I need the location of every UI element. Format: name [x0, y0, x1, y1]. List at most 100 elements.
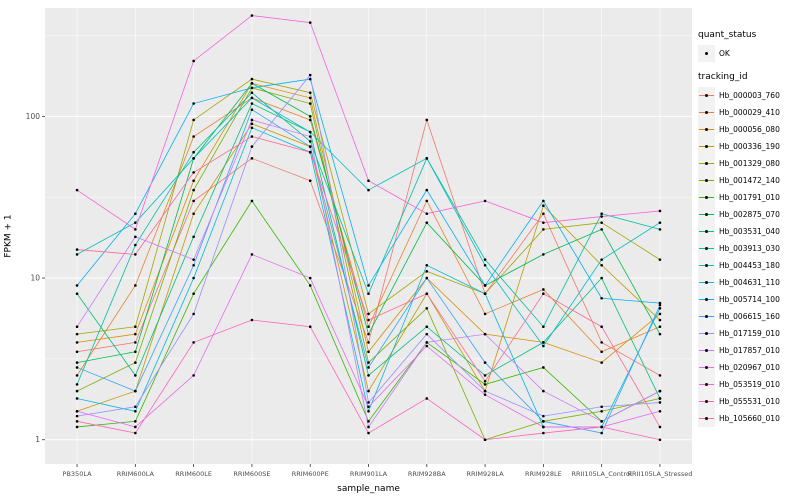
data-point — [308, 150, 312, 154]
legend-item-Hb_017857_010: Hb_017857_010 — [698, 342, 798, 359]
line-swatch-icon — [698, 206, 715, 223]
data-point — [308, 140, 312, 143]
data-point — [192, 263, 195, 267]
series-points — [75, 14, 662, 442]
line-swatch-icon — [698, 172, 715, 189]
data-point — [600, 263, 603, 267]
data-point — [250, 102, 254, 105]
line-swatch-icon — [698, 223, 715, 240]
data-point — [134, 325, 137, 329]
legend-label: Hb_017159_010 — [719, 329, 780, 338]
data-point — [134, 350, 137, 354]
data-point — [600, 296, 603, 300]
data-point — [250, 82, 254, 85]
data-point — [367, 179, 370, 182]
data-point — [425, 188, 429, 192]
data-point — [542, 292, 545, 296]
data-point — [75, 341, 79, 344]
legend-label: Hb_055531_010 — [719, 397, 780, 406]
data-point — [192, 212, 195, 215]
data-point — [542, 341, 545, 344]
data-point — [425, 212, 429, 215]
data-point — [134, 243, 137, 247]
legend-item-Hb_105660_010: Hb_105660_010 — [698, 410, 798, 427]
data-point — [250, 253, 254, 256]
line-swatch-icon — [698, 342, 715, 359]
data-point — [192, 341, 195, 344]
data-point — [542, 212, 545, 215]
data-point — [75, 420, 79, 423]
legend-key-dot — [705, 400, 708, 403]
data-point — [600, 425, 603, 429]
legend-label: Hb_017857_010 — [719, 346, 780, 355]
legend-item-Hb_006615_160: Hb_006615_160 — [698, 308, 798, 325]
line-swatch-icon — [698, 359, 715, 376]
data-point — [250, 318, 254, 322]
data-point — [75, 253, 79, 256]
data-point — [192, 157, 195, 160]
data-point — [483, 389, 487, 393]
line-swatch-icon — [698, 121, 715, 138]
data-point — [600, 215, 603, 218]
data-point — [600, 212, 603, 215]
legend-label: Hb_006615_160 — [719, 312, 780, 321]
data-point — [192, 374, 195, 377]
data-point — [483, 263, 487, 267]
data-point — [367, 405, 370, 409]
legend-key-dot — [705, 332, 708, 335]
data-point — [308, 73, 312, 77]
data-point — [134, 332, 137, 336]
data-point — [308, 135, 312, 138]
data-point — [658, 301, 662, 305]
data-point — [483, 374, 487, 377]
data-point — [192, 150, 195, 154]
data-point — [367, 188, 370, 192]
data-point — [134, 253, 137, 256]
data-point — [542, 344, 545, 348]
data-point — [250, 135, 254, 138]
legend-item-Hb_001329_080: Hb_001329_080 — [698, 155, 798, 172]
data-point — [658, 209, 662, 213]
data-point — [134, 431, 137, 435]
data-point — [600, 221, 603, 224]
x-tick-label: RRIM928BA — [408, 470, 446, 478]
data-point — [658, 303, 662, 307]
legend-key-dot — [705, 366, 708, 369]
data-point — [483, 361, 487, 364]
data-point — [542, 253, 545, 256]
legend-label: Hb_005714_100 — [719, 295, 780, 304]
legend-title-tracking-id: tracking_id — [698, 72, 748, 82]
legend-label: Hb_105660_010 — [719, 414, 780, 423]
data-point — [134, 341, 137, 344]
data-point — [658, 318, 662, 322]
legend-item-Hb_003913_030: Hb_003913_030 — [698, 240, 798, 257]
data-point — [483, 379, 487, 383]
y-tick-label: 1 — [35, 435, 40, 444]
data-point — [192, 135, 195, 138]
x-tick-label: RRIM901LA — [350, 470, 388, 478]
legend-key-dot — [705, 213, 708, 216]
x-tick-label: RRIM600LA — [117, 470, 155, 478]
data-point — [600, 228, 603, 231]
data-point — [75, 366, 79, 369]
data-point — [75, 361, 79, 364]
data-point — [250, 86, 254, 90]
data-point — [600, 431, 603, 435]
legend-item-Hb_017159_010: Hb_017159_010 — [698, 325, 798, 342]
legend-key-dot — [705, 145, 708, 148]
legend-key-dot — [705, 162, 708, 165]
data-point — [75, 350, 79, 354]
data-point — [192, 258, 195, 261]
legend-label: Hb_004453_180 — [719, 261, 780, 270]
legend-key-dot — [705, 315, 708, 318]
line-swatch-icon — [698, 393, 715, 410]
data-point — [75, 332, 79, 336]
legend-label: Hb_001791_010 — [719, 193, 780, 202]
data-point — [542, 221, 545, 224]
data-point — [192, 235, 195, 239]
data-point — [192, 188, 195, 192]
data-point — [600, 276, 603, 280]
data-point — [658, 374, 662, 377]
legend-key-dot — [705, 196, 708, 199]
data-point — [308, 115, 312, 118]
